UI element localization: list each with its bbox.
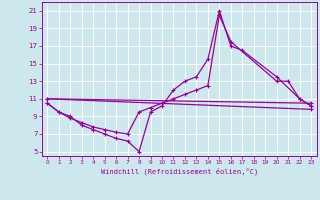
X-axis label: Windchill (Refroidissement éolien,°C): Windchill (Refroidissement éolien,°C) (100, 168, 258, 175)
